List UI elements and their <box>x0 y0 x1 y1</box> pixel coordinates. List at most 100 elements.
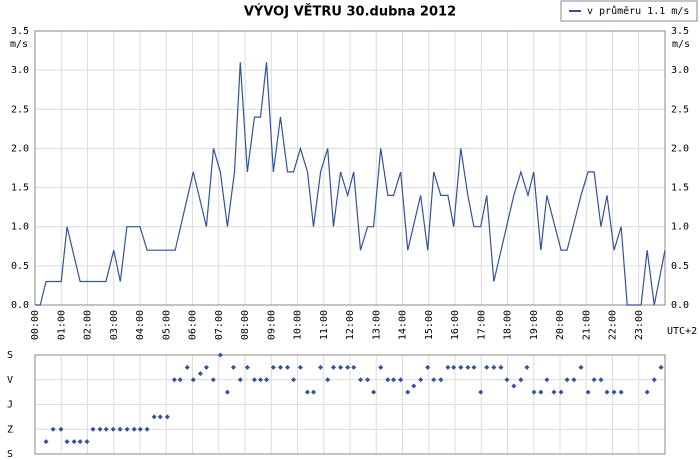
direction-point <box>558 389 564 395</box>
direction-point <box>277 364 283 370</box>
direction-point <box>297 364 303 370</box>
direction-point <box>110 426 116 432</box>
direction-point <box>64 439 70 445</box>
direction-point <box>90 426 96 432</box>
y-tick-label: Z <box>7 424 13 435</box>
direction-point <box>97 426 103 432</box>
direction-point <box>511 383 517 389</box>
direction-point <box>418 377 424 383</box>
x-tick-label: 08:00 <box>240 310 251 340</box>
direction-point <box>251 377 257 383</box>
direction-point <box>564 377 570 383</box>
direction-point <box>190 377 196 383</box>
legend-label: v průměru 1.1 m/s <box>587 5 689 17</box>
x-tick-label: 16:00 <box>450 310 461 340</box>
direction-point <box>304 389 310 395</box>
y-tick-label: S <box>7 350 13 361</box>
x-tick-label: 03:00 <box>109 310 120 340</box>
direction-point <box>338 364 344 370</box>
y-tick-label: 1.0 <box>11 222 29 233</box>
direction-point <box>164 414 170 420</box>
x-tick-label: 12:00 <box>345 310 356 340</box>
direction-point <box>385 377 391 383</box>
direction-point <box>203 364 209 370</box>
direction-point <box>311 389 317 395</box>
x-tick-label: 21:00 <box>581 310 592 340</box>
direction-point <box>345 364 351 370</box>
direction-point <box>598 377 604 383</box>
direction-point <box>644 389 650 395</box>
direction-point <box>591 377 597 383</box>
x-tick-label: 04:00 <box>135 310 146 340</box>
direction-point <box>544 377 550 383</box>
y-tick-label-right: 1.0 <box>671 222 689 233</box>
timezone-label: UTC+2 <box>667 326 697 337</box>
direction-point <box>398 377 404 383</box>
direction-point <box>264 377 270 383</box>
direction-point <box>244 364 250 370</box>
x-tick-label: 17:00 <box>476 310 487 340</box>
y-axis-label: m/s <box>10 39 28 50</box>
direction-point <box>438 377 444 383</box>
x-tick-label: 05:00 <box>161 310 172 340</box>
x-tick-label: 15:00 <box>424 310 435 340</box>
direction-point <box>157 414 163 420</box>
x-tick-label: 06:00 <box>188 310 199 340</box>
direction-point <box>285 364 291 370</box>
y-tick-label-right: 1.5 <box>671 183 689 194</box>
y-axis-label-right: m/s <box>672 39 690 50</box>
direction-point <box>651 377 657 383</box>
direction-point <box>50 426 56 432</box>
direction-point <box>405 389 411 395</box>
y-tick-label-right: 0.5 <box>671 261 689 272</box>
direction-point <box>478 389 484 395</box>
direction-point <box>325 377 331 383</box>
x-tick-label: 20:00 <box>555 310 566 340</box>
y-tick-label: 3.0 <box>11 65 29 76</box>
direction-point <box>578 364 584 370</box>
x-tick-label: 00:00 <box>30 310 41 340</box>
y-tick-label: S <box>7 449 13 460</box>
y-tick-label: 2.5 <box>11 104 29 115</box>
direction-point <box>425 364 431 370</box>
direction-point <box>137 426 143 432</box>
direction-point <box>237 377 243 383</box>
chart-title: VÝVOJ VĚTRU 30.dubna 2012 <box>244 4 456 20</box>
y-tick-label: 1.5 <box>11 183 29 194</box>
wind-speed-line <box>35 62 666 306</box>
direction-point <box>371 389 377 395</box>
x-tick-label: 01:00 <box>56 310 67 340</box>
direction-point <box>504 377 510 383</box>
direction-point <box>458 364 464 370</box>
direction-point <box>84 439 90 445</box>
direction-point <box>144 426 150 432</box>
plot-border <box>34 354 666 455</box>
y-tick-label-right: 2.0 <box>671 143 689 154</box>
direction-point <box>451 364 457 370</box>
direction-point <box>585 389 591 395</box>
direction-point <box>358 377 363 383</box>
y-tick-label-right: 3.5 <box>671 26 689 37</box>
direction-point <box>551 389 557 395</box>
y-tick-label-right: 2.5 <box>671 104 689 115</box>
x-tick-label: 07:00 <box>214 310 225 340</box>
x-tick-label: 14:00 <box>398 310 409 340</box>
y-tick-label-right: 0.0 <box>671 300 689 311</box>
x-tick-label: 02:00 <box>83 310 94 340</box>
direction-point <box>291 377 297 383</box>
direction-point <box>411 383 417 389</box>
direction-point <box>103 426 109 432</box>
direction-point <box>658 364 664 370</box>
direction-point <box>177 377 183 383</box>
y-tick-label: 2.0 <box>11 143 29 154</box>
y-tick-label: 3.5 <box>11 26 29 37</box>
x-tick-label: 10:00 <box>293 310 304 340</box>
direction-point <box>43 439 49 445</box>
direction-point <box>531 389 537 395</box>
x-tick-label: 23:00 <box>634 310 645 340</box>
direction-point <box>58 426 64 432</box>
direction-point <box>217 352 223 358</box>
y-tick-label: 0.5 <box>11 261 29 272</box>
direction-point <box>491 364 497 370</box>
